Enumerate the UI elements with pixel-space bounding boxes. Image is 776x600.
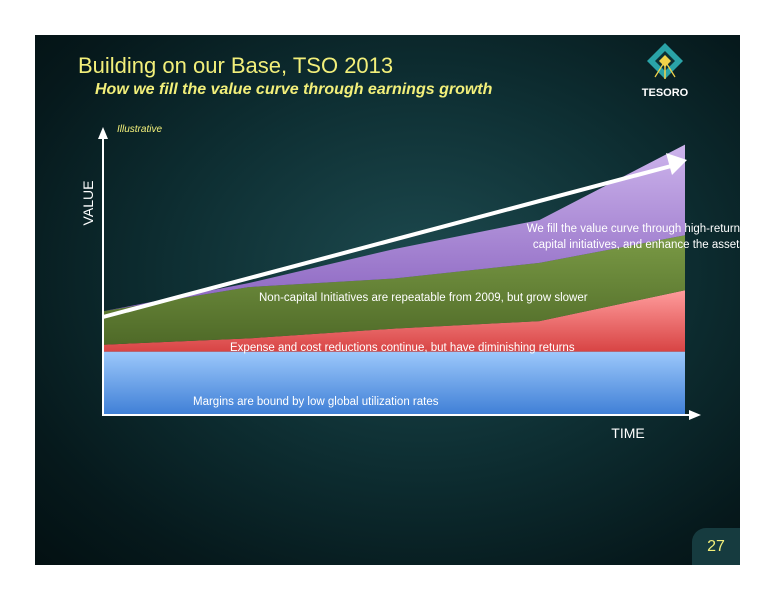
x-axis-arrowhead bbox=[689, 410, 701, 420]
label-expense: Expense and cost reductions continue, bu… bbox=[230, 342, 575, 354]
annotation-illustrative: Illustrative bbox=[117, 124, 162, 135]
y-axis-label: VALUE bbox=[80, 181, 96, 226]
page-number: 27 bbox=[692, 528, 740, 565]
tesoro-logo: TESORO bbox=[625, 41, 705, 103]
band-capital bbox=[103, 144, 685, 312]
slide-title: Building on our Base, TSO 2013 bbox=[78, 53, 394, 78]
label-capital: We fill the value curve through high-ret… bbox=[527, 223, 740, 251]
x-axis-label: TIME bbox=[611, 425, 644, 441]
logo-icon bbox=[647, 43, 683, 79]
value-curve-arrow bbox=[102, 163, 676, 319]
value-curve-chart: Illustrative VALUE TIME Margins are boun… bbox=[80, 124, 740, 441]
logo-text: TESORO bbox=[641, 87, 689, 99]
slide: Building on our Base, TSO 2013 How we fi… bbox=[35, 35, 740, 565]
band-margins bbox=[103, 351, 685, 415]
label-capital-line-2: capital initiatives, and enhance the ass… bbox=[533, 239, 740, 251]
label-capital-line-1: We fill the value curve through high-ret… bbox=[527, 223, 740, 235]
y-axis-arrowhead bbox=[98, 127, 108, 139]
label-noncapital: Non-capital Initiatives are repeatable f… bbox=[259, 292, 588, 304]
band-noncapital bbox=[103, 235, 685, 345]
value-curve-arrowhead bbox=[666, 153, 687, 175]
label-margins: Margins are bound by low global utilizat… bbox=[193, 396, 439, 408]
band-expense bbox=[103, 290, 685, 352]
slide-subtitle: How we fill the value curve through earn… bbox=[95, 81, 493, 98]
